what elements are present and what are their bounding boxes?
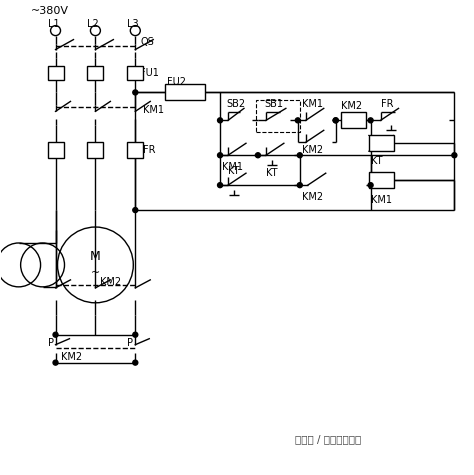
Text: KM2: KM2 bbox=[302, 145, 323, 155]
Text: KM1: KM1 bbox=[371, 195, 392, 205]
Bar bbox=[341, 113, 365, 128]
Bar bbox=[47, 142, 64, 158]
Bar bbox=[87, 142, 103, 158]
Text: KT: KT bbox=[228, 166, 239, 176]
Text: SB1: SB1 bbox=[264, 99, 283, 109]
Text: KM2: KM2 bbox=[341, 101, 362, 111]
Text: KM1: KM1 bbox=[143, 105, 164, 115]
Circle shape bbox=[133, 208, 138, 213]
Text: L1: L1 bbox=[47, 19, 59, 28]
Bar bbox=[47, 66, 64, 80]
Text: L2: L2 bbox=[87, 19, 99, 28]
Text: FU1: FU1 bbox=[140, 68, 159, 78]
Circle shape bbox=[452, 153, 457, 158]
Circle shape bbox=[255, 153, 260, 158]
Text: KM2: KM2 bbox=[61, 352, 82, 361]
Circle shape bbox=[368, 118, 373, 123]
Text: KM2: KM2 bbox=[100, 277, 121, 287]
Text: L3: L3 bbox=[128, 19, 139, 28]
Text: P: P bbox=[47, 338, 54, 348]
Circle shape bbox=[297, 153, 302, 158]
Text: M: M bbox=[90, 250, 100, 264]
Bar bbox=[369, 172, 393, 188]
Circle shape bbox=[133, 332, 138, 337]
Text: KM1: KM1 bbox=[302, 99, 323, 109]
Circle shape bbox=[218, 153, 222, 158]
Text: QS: QS bbox=[140, 37, 154, 47]
Bar bbox=[128, 66, 143, 80]
Circle shape bbox=[53, 360, 58, 365]
Circle shape bbox=[297, 183, 302, 188]
Circle shape bbox=[218, 183, 222, 188]
Text: ~: ~ bbox=[91, 268, 100, 278]
Circle shape bbox=[133, 360, 138, 365]
Bar bbox=[256, 100, 300, 133]
Bar bbox=[87, 66, 103, 80]
Circle shape bbox=[333, 118, 338, 123]
Text: P: P bbox=[128, 338, 133, 348]
Circle shape bbox=[218, 118, 222, 123]
Text: 头条号 / 全球电气资源: 头条号 / 全球电气资源 bbox=[295, 435, 361, 445]
Circle shape bbox=[133, 90, 138, 95]
Bar bbox=[165, 85, 205, 100]
Text: FR: FR bbox=[143, 145, 156, 155]
Text: ~380V: ~380V bbox=[31, 6, 69, 16]
Circle shape bbox=[368, 183, 373, 188]
Bar bbox=[128, 142, 143, 158]
Text: SB2: SB2 bbox=[226, 99, 245, 109]
Circle shape bbox=[53, 332, 58, 337]
Text: KT: KT bbox=[371, 156, 382, 166]
Text: KM2: KM2 bbox=[302, 192, 323, 202]
Circle shape bbox=[333, 118, 338, 123]
Text: KM1: KM1 bbox=[222, 162, 243, 172]
Circle shape bbox=[295, 118, 301, 123]
Text: KT: KT bbox=[266, 168, 277, 178]
Bar bbox=[369, 135, 393, 151]
Text: FR: FR bbox=[381, 99, 393, 109]
Text: FU2: FU2 bbox=[167, 77, 186, 87]
